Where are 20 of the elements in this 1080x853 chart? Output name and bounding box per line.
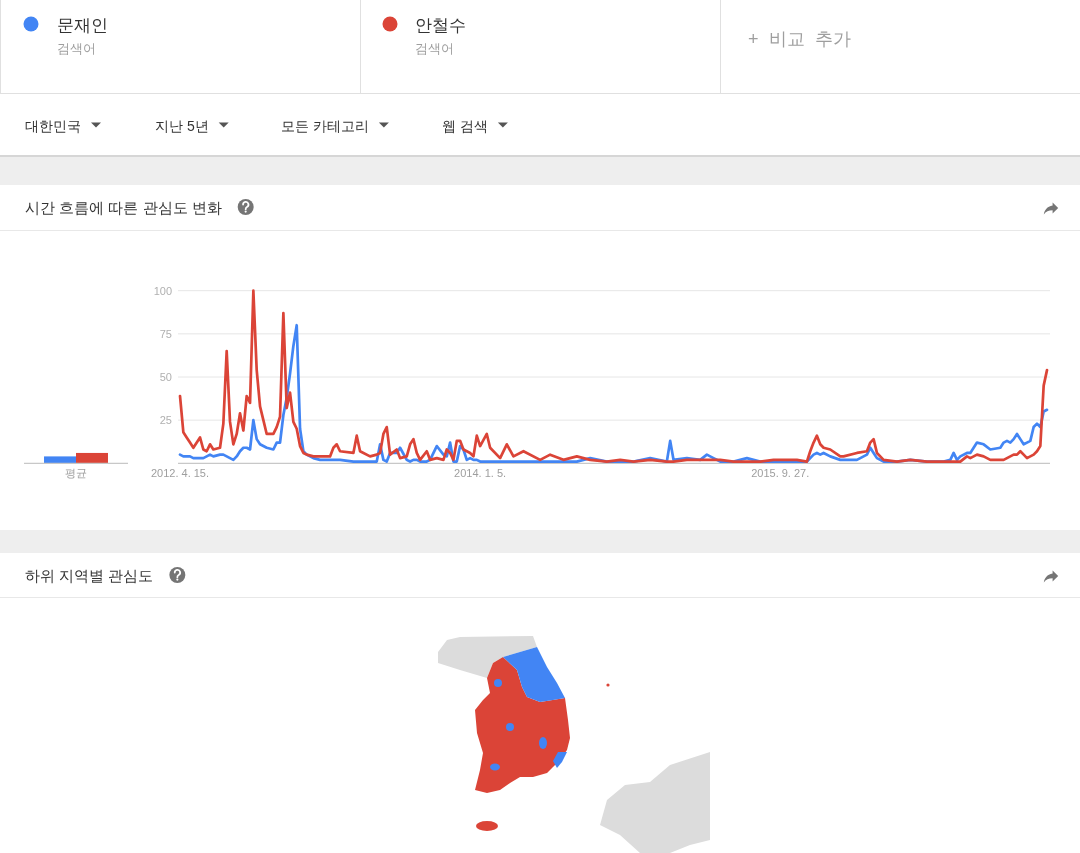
x-tick-label: 2014. 1. 5. [454,467,507,480]
y-tick-label: 25 [159,414,172,427]
y-tick-label: 100 [153,284,172,297]
x-tick-label: 평균 [65,467,87,480]
text: 검색어 [415,41,454,56]
x-tick-label: 2015. 9. 27. [751,467,810,480]
x-tick-label: 2012. 4. 15. [150,467,210,480]
y-tick-label: 75 [159,327,172,340]
text: 웹 검색 [442,118,488,134]
chart-title: 시간 흐름에 따른 관심도 변화 [25,199,222,216]
text: 지난 5년 [155,118,209,134]
y-tick-label: 50 [159,371,172,383]
text: 하위 지역별 관심도 [25,567,154,584]
legend-label: 문재인 [57,16,108,35]
text: 대한민국 [25,118,81,134]
line-series [178,289,1049,463]
text: + 비교 추가 [748,29,851,49]
legend-label: 안철수 [415,16,466,35]
text: 검색어 [57,41,96,56]
text: 모든 카테고리 [281,118,369,134]
